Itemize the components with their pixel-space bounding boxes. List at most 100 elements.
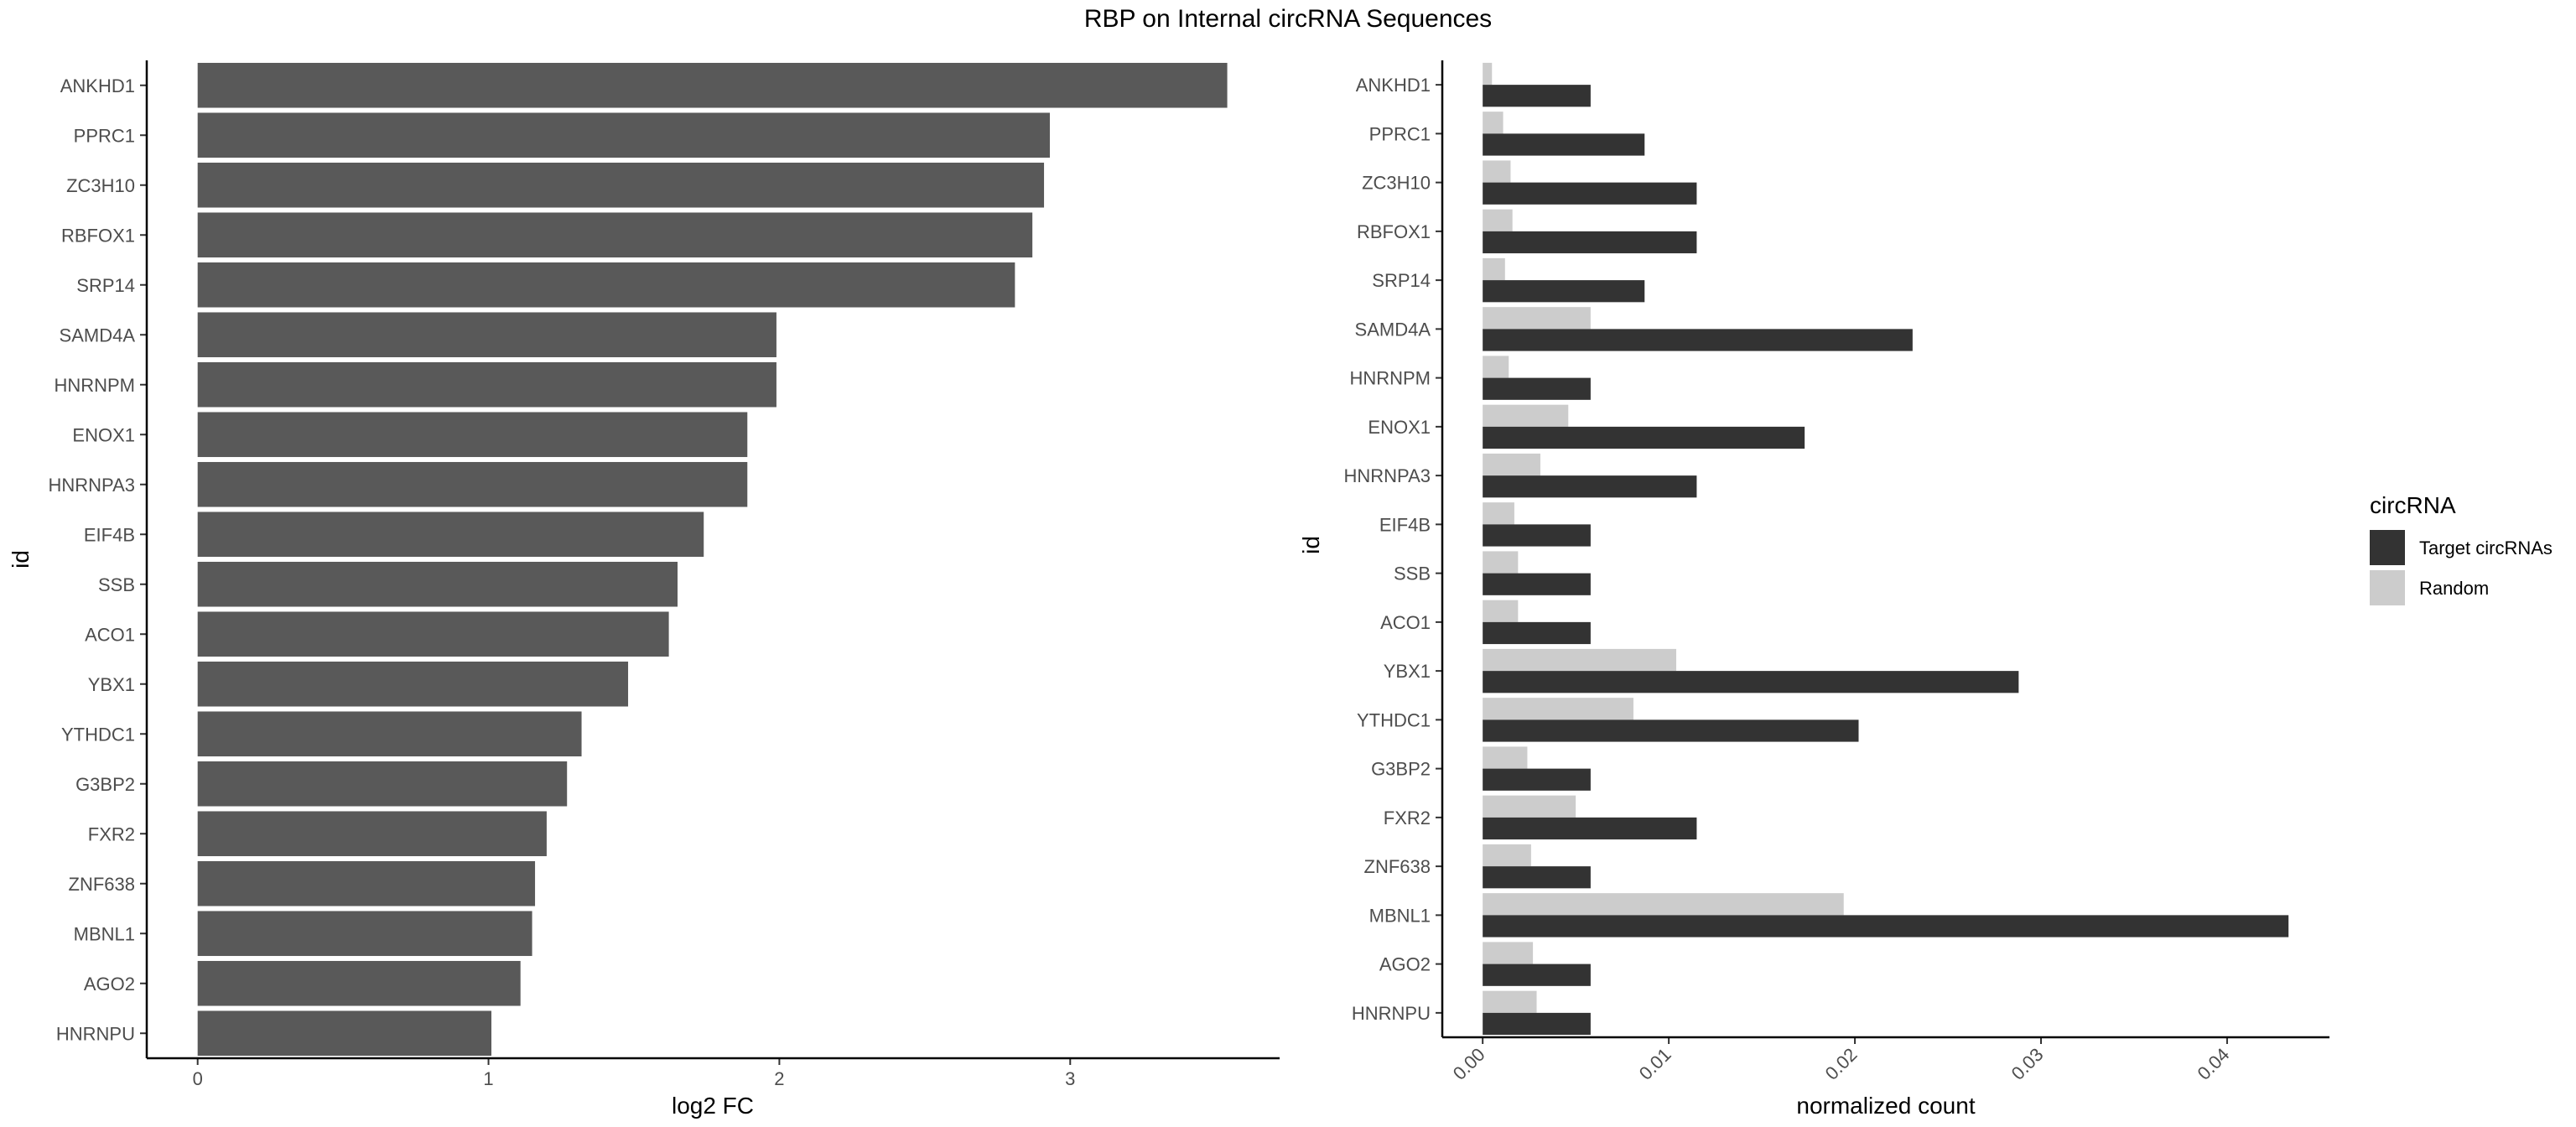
bar-random-pprc1 bbox=[1483, 112, 1504, 134]
bar-log2fc-hnrnpa3 bbox=[197, 461, 748, 507]
bar-random-ago2 bbox=[1483, 942, 1534, 964]
bar-random-g3bp2 bbox=[1483, 746, 1528, 769]
left-y-tick-srp14: SRP14 bbox=[76, 275, 135, 296]
bar-log2fc-rbfox1 bbox=[197, 212, 1033, 258]
legend: circRNA Target circRNAs Random bbox=[2370, 492, 2553, 605]
bar-random-rbfox1 bbox=[1483, 209, 1513, 231]
bar-random-enox1 bbox=[1483, 404, 1569, 427]
bar-random-ankhd1 bbox=[1483, 62, 1493, 86]
bar-target-ythdc1 bbox=[1483, 719, 1859, 742]
bar-log2fc-mbnl1 bbox=[197, 911, 532, 957]
bar-random-eif4b bbox=[1483, 502, 1514, 525]
left-bars bbox=[197, 62, 1228, 1057]
right-x-ticks: 0.00 0.01 0.02 0.03 0.04 bbox=[1449, 1037, 2234, 1084]
bar-log2fc-fxr2 bbox=[197, 811, 547, 857]
bar-log2fc-srp14 bbox=[197, 262, 1015, 308]
legend-swatch-random bbox=[2370, 570, 2405, 605]
right-x-tick-0-02: 0.02 bbox=[1821, 1044, 1862, 1084]
left-y-tick-enox1: ENOX1 bbox=[72, 424, 135, 445]
left-y-tick-hnrnpa3: HNRNPA3 bbox=[48, 475, 135, 496]
left-y-tick-mbnl1: MBNL1 bbox=[74, 923, 135, 944]
right-x-tick-0-04: 0.04 bbox=[2194, 1044, 2234, 1084]
bar-target-ago2 bbox=[1483, 963, 1591, 986]
left-y-tick-ago2: AGO2 bbox=[84, 974, 135, 995]
left-y-tick-ythdc1: YTHDC1 bbox=[61, 724, 135, 745]
legend-label-target-circrnas: Target circRNAs bbox=[2419, 538, 2553, 558]
bar-log2fc-g3bp2 bbox=[197, 761, 568, 807]
right-y-tick-hnrnpa3: HNRNPA3 bbox=[1343, 465, 1431, 486]
left-x-tick-0: 0 bbox=[193, 1068, 203, 1089]
bar-log2fc-ythdc1 bbox=[197, 711, 582, 757]
bar-target-zc3h10 bbox=[1483, 182, 1697, 205]
bar-log2fc-eif4b bbox=[197, 512, 704, 558]
right-y-tick-fxr2: FXR2 bbox=[1384, 808, 1431, 828]
left-y-tick-fxr2: FXR2 bbox=[88, 823, 135, 844]
left-y-axis-title: id bbox=[8, 550, 34, 569]
right-panel-normalized-count: ANKHD1 PPRC1 ZC3H10 RBFOX1 SRP14 SAMD4A HNRNPM… bbox=[1298, 60, 2329, 1119]
bar-target-eif4b bbox=[1483, 524, 1591, 547]
right-bars bbox=[1483, 62, 2289, 1036]
right-y-tick-ssb: SSB bbox=[1394, 564, 1431, 584]
bar-target-mbnl1 bbox=[1483, 915, 2289, 937]
left-panel-log2fc: ANKHD1 PPRC1 ZC3H10 RBFOX1 SRP14 SAMD4A HNRNPM… bbox=[8, 60, 1280, 1119]
left-y-tick-g3bp2: G3BP2 bbox=[75, 774, 135, 795]
bar-target-rbfox1 bbox=[1483, 231, 1697, 254]
bar-log2fc-enox1 bbox=[197, 412, 748, 458]
right-x-tick-0-03: 0.03 bbox=[2007, 1044, 2048, 1084]
right-y-tick-srp14: SRP14 bbox=[1372, 270, 1431, 291]
bar-random-mbnl1 bbox=[1483, 893, 1844, 916]
bar-target-hnrnpa3 bbox=[1483, 475, 1697, 498]
left-y-tick-ybx1: YBX1 bbox=[88, 674, 135, 695]
right-y-tick-enox1: ENOX1 bbox=[1368, 417, 1431, 438]
bar-random-zc3h10 bbox=[1483, 160, 1511, 183]
right-x-tick-0-00: 0.00 bbox=[1449, 1044, 1489, 1084]
bar-target-hnrnpm bbox=[1483, 377, 1591, 400]
right-y-tick-ythdc1: YTHDC1 bbox=[1357, 709, 1431, 730]
bar-target-ybx1 bbox=[1483, 671, 2019, 693]
bar-log2fc-ankhd1 bbox=[197, 62, 1228, 108]
left-y-tick-znf638: ZNF638 bbox=[69, 874, 135, 895]
bar-target-g3bp2 bbox=[1483, 768, 1591, 791]
right-y-tick-hnrnpu: HNRNPU bbox=[1352, 1003, 1431, 1024]
bar-log2fc-znf638 bbox=[197, 860, 536, 906]
bar-random-ythdc1 bbox=[1483, 698, 1633, 720]
right-y-tick-mbnl1: MBNL1 bbox=[1369, 905, 1431, 926]
left-y-tick-zc3h10: ZC3H10 bbox=[66, 175, 135, 196]
right-y-tick-rbfox1: RBFOX1 bbox=[1357, 221, 1431, 242]
left-y-tick-hnrnpu: HNRNPU bbox=[56, 1023, 135, 1044]
bar-target-ssb bbox=[1483, 573, 1591, 595]
bar-random-hnrnpm bbox=[1483, 356, 1509, 378]
bar-random-ssb bbox=[1483, 551, 1519, 574]
bar-target-aco1 bbox=[1483, 621, 1591, 645]
right-x-tick-0-01: 0.01 bbox=[1635, 1044, 1675, 1084]
left-y-tick-aco1: ACO1 bbox=[85, 624, 135, 645]
right-y-tick-zc3h10: ZC3H10 bbox=[1362, 173, 1431, 194]
bar-target-enox1 bbox=[1483, 426, 1805, 449]
bar-log2fc-ybx1 bbox=[197, 661, 629, 707]
legend-swatch-target-circrnas bbox=[2370, 530, 2405, 565]
bar-random-hnrnpa3 bbox=[1483, 453, 1540, 476]
legend-label-random: Random bbox=[2419, 578, 2489, 599]
bar-log2fc-samd4a bbox=[197, 312, 776, 358]
left-y-tick-ankhd1: ANKHD1 bbox=[60, 75, 135, 96]
bar-log2fc-hnrnpm bbox=[197, 361, 776, 408]
right-y-tick-eif4b: EIF4B bbox=[1379, 514, 1431, 535]
bar-log2fc-pprc1 bbox=[197, 112, 1050, 158]
right-y-tick-hnrnpm: HNRNPM bbox=[1349, 368, 1431, 389]
bar-target-hnrnpu bbox=[1483, 1012, 1591, 1036]
left-y-tick-ssb: SSB bbox=[98, 574, 135, 595]
bar-target-znf638 bbox=[1483, 866, 1591, 889]
left-x-tick-3: 3 bbox=[1065, 1068, 1075, 1089]
left-x-ticks: 0 1 2 3 bbox=[193, 1058, 1075, 1089]
bar-random-znf638 bbox=[1483, 844, 1531, 867]
left-x-tick-2: 2 bbox=[774, 1068, 784, 1089]
left-x-tick-1: 1 bbox=[483, 1068, 493, 1089]
bar-target-srp14 bbox=[1483, 280, 1645, 303]
left-y-tick-pprc1: PPRC1 bbox=[74, 125, 135, 146]
left-y-tick-labels: ANKHD1 PPRC1 ZC3H10 RBFOX1 SRP14 SAMD4A HNRNPM… bbox=[48, 75, 147, 1044]
bar-target-pprc1 bbox=[1483, 133, 1645, 156]
left-y-tick-rbfox1: RBFOX1 bbox=[61, 225, 135, 246]
bar-log2fc-zc3h10 bbox=[197, 162, 1045, 208]
right-y-tick-aco1: ACO1 bbox=[1380, 612, 1431, 633]
